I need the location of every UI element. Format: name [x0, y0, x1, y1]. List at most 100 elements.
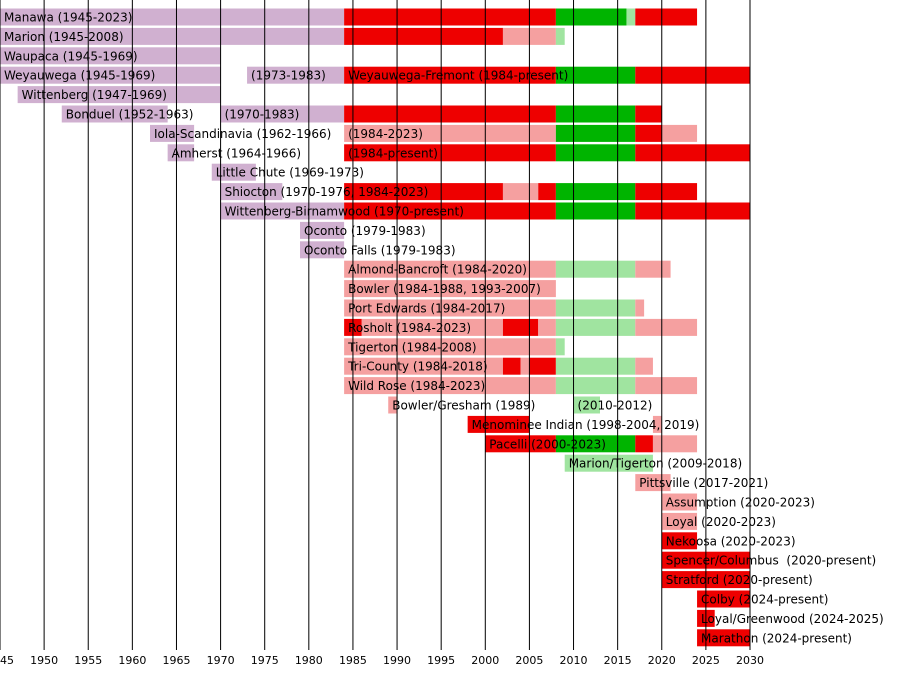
- segment-bar: [555, 377, 636, 395]
- bar-label: Weyauwega-Fremont (1984-present): [348, 69, 568, 83]
- segment-bar: [635, 105, 662, 123]
- bar-label: Shiocton (1970-1976, 1984-2023): [225, 185, 429, 199]
- segment-bar: [344, 105, 556, 123]
- bar-label: Waupaca (1945-1969): [4, 49, 138, 63]
- segment-bar: [467, 415, 530, 433]
- segment-bar: [626, 8, 636, 26]
- x-tick-label: 1955: [74, 654, 102, 667]
- segment-bar: [555, 105, 636, 123]
- bar-label: Oconto Falls (1979-1983): [304, 243, 456, 257]
- segment-bar: [538, 318, 556, 336]
- segment-bar: [538, 183, 556, 201]
- x-tick-label: 1990: [383, 654, 411, 667]
- segment-bar: [564, 454, 653, 472]
- segment-bar: [0, 66, 221, 84]
- bar-label: Weyauwega (1945-1969): [4, 69, 155, 83]
- x-tick-label: 1975: [251, 654, 279, 667]
- segment-bar: [661, 532, 698, 550]
- segment-bar: [555, 183, 636, 201]
- bar-label: Little Chute (1969-1973): [216, 166, 364, 180]
- bar-label: Marion (1945-2008): [4, 30, 124, 44]
- segment-bar: [300, 241, 345, 259]
- segment-bar: [635, 144, 750, 162]
- segment-bar: [247, 66, 345, 84]
- segment-bar: [344, 183, 503, 201]
- x-tick-label: 1980: [295, 654, 323, 667]
- bar-label: Wild Rose (1984-2023): [348, 379, 485, 393]
- segment-bar: [388, 396, 398, 414]
- segment-bar: [17, 86, 221, 104]
- bar-label: Marathon (2024-present): [701, 631, 852, 645]
- bar-label: Spencer/Columbus (2020-present): [666, 554, 876, 568]
- segment-bar: [635, 299, 645, 317]
- segment-bar: [502, 183, 539, 201]
- segment-bar: [485, 435, 556, 453]
- bar-label: Iola-Scandinavia (1962-1966): [154, 127, 331, 141]
- segment-bar: [344, 8, 556, 26]
- bar-label: Marion/Tigerton (2009-2018): [569, 457, 742, 471]
- bar-label: Pacelli (2000-2023): [489, 437, 606, 451]
- bar-label: Almond-Bancroft (1984-2020): [348, 263, 527, 277]
- x-tick-label: 2020: [648, 654, 676, 667]
- x-tick-label: 2005: [515, 654, 543, 667]
- bar-label: (1973-1983): [251, 69, 326, 83]
- segment-bar: [573, 396, 600, 414]
- segment-bar: [344, 357, 503, 375]
- bar-label: Colby (2024-present): [701, 593, 828, 607]
- segment-bar: [555, 8, 627, 26]
- segment-bar: [300, 221, 345, 239]
- segment-bar: [697, 590, 750, 608]
- segment-bar: [150, 124, 195, 142]
- segment-bar: [344, 27, 503, 45]
- bar-label: Loyal/Greenwood (2024-2025): [701, 612, 884, 626]
- bar-label: Wittenberg-Birnamwood (1970-present): [225, 205, 464, 219]
- segment-bar: [635, 202, 750, 220]
- segment-bar: [635, 183, 698, 201]
- segment-bar: [652, 415, 662, 433]
- bar-label: (2010-2012): [578, 399, 653, 413]
- bar-label: Pittsville (2017-2021): [639, 476, 768, 490]
- segment-bar: [697, 629, 750, 647]
- segment-bar: [555, 144, 636, 162]
- grid: [0, 0, 751, 650]
- segment-bar: [0, 27, 345, 45]
- bar-label: Amherst (1964-1966): [172, 146, 301, 160]
- segment-bar: [167, 144, 195, 162]
- bar-label: Menominee Indian (1998-2004, 2019): [472, 418, 700, 432]
- segment-bar: [0, 47, 221, 65]
- segment-bar: [211, 163, 256, 181]
- bar-label: Tri-County (1984-2018): [347, 360, 488, 374]
- segment-bar: [0, 8, 345, 26]
- segment-bar: [502, 357, 521, 375]
- bar-label: (1970-1983): [225, 108, 300, 122]
- bar-label: (1984-2023): [348, 127, 423, 141]
- segment-bar: [661, 512, 698, 530]
- bar-label: Stratford (2020-present): [666, 573, 813, 587]
- segment-bar: [555, 299, 636, 317]
- segment-bar: [635, 66, 750, 84]
- bar-label: Port Edwards (1984-2017): [348, 302, 505, 316]
- x-tick-label: 1970: [207, 654, 235, 667]
- labels: Manawa (1945-2023) Marion (1945-2008) Waup…: [4, 11, 884, 646]
- segment-bar: [220, 183, 283, 201]
- segment-bar: [502, 318, 539, 336]
- segment-bar: [661, 493, 698, 511]
- x-tick-label: 1945: [0, 654, 14, 667]
- segment-bar: [635, 357, 653, 375]
- segment-bar: [555, 66, 636, 84]
- segment-bar: [635, 260, 671, 278]
- segment-bar: [220, 105, 345, 123]
- x-tick-label: 2025: [692, 654, 720, 667]
- segment-bar: [555, 357, 636, 375]
- segment-bar: [635, 377, 698, 395]
- segment-bar: [635, 124, 662, 142]
- bar-label: Wittenberg (1947-1969): [22, 88, 167, 102]
- bar-label: Bowler/Gresham (1989): [392, 399, 535, 413]
- x-tick-label: 1960: [118, 654, 146, 667]
- bar-label: Bowler (1984-1988, 1993-2007): [348, 282, 541, 296]
- x-tick-label: 1950: [30, 654, 58, 667]
- segment-bar: [555, 27, 565, 45]
- x-tick-label: 1985: [339, 654, 367, 667]
- bar-label: Manawa (1945-2023): [4, 11, 132, 25]
